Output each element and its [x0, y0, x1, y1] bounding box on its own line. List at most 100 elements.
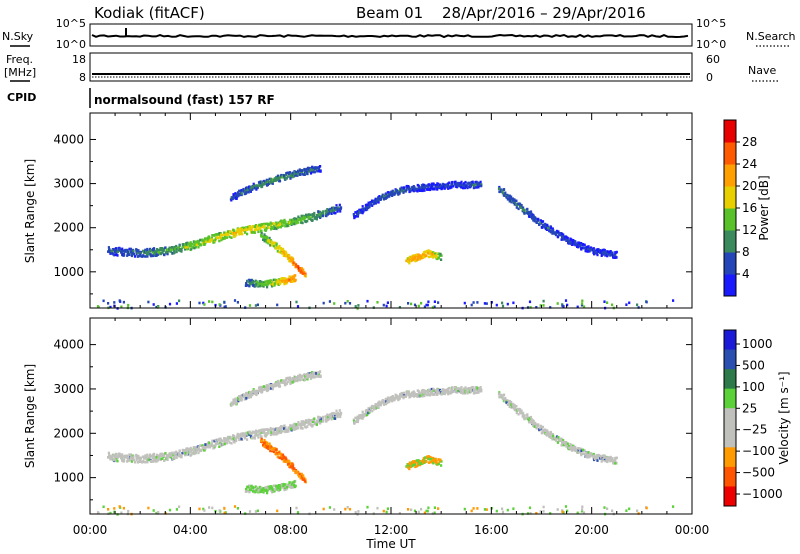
power-echo-cell [136, 251, 139, 254]
power-echo-cell [138, 250, 141, 254]
velocity-echo-cell [625, 509, 628, 512]
velocity-echo-cell [535, 512, 538, 515]
power-echo-cell [214, 238, 217, 242]
velocity-echo-cell [208, 443, 211, 447]
velocity-echo-cell [199, 444, 202, 447]
velocity-echo-cell [384, 402, 387, 405]
power-echo-cell [257, 285, 260, 288]
velocity-echo-cell [130, 456, 133, 459]
velocity-echo-cell [606, 460, 609, 464]
power-echo-cell [316, 166, 320, 169]
velocity-echo-cell [446, 387, 450, 391]
power-echo-cell [238, 189, 241, 193]
velocity-echo-cell [403, 394, 406, 397]
velocity-echo-cell [426, 509, 429, 513]
velocity-echo-cell [448, 386, 451, 390]
velocity-echo-cell [427, 461, 430, 464]
velocity-echo-cell [420, 507, 423, 511]
power-echo-cell [121, 247, 124, 251]
velocity-echo-cell [532, 420, 535, 423]
velocity-echo-cell [566, 509, 569, 513]
velocity-echo-cell [261, 428, 264, 432]
velocity-echo-cell [260, 489, 264, 493]
velocity-echo-cell [218, 437, 221, 441]
velocity-echo-cell [528, 417, 531, 420]
power-echo-cell [423, 189, 426, 192]
velocity-echo-cell [233, 505, 237, 508]
colorbar-tick-label: 28 [742, 135, 757, 149]
power-echo-cell [359, 211, 362, 214]
velocity-echo-cell [219, 439, 223, 442]
power-echo-cell [391, 194, 394, 197]
power-echo-cell [260, 234, 263, 237]
power-echo-cell [199, 238, 202, 242]
velocity-echo-cell [159, 452, 162, 456]
velocity-echo-cell [296, 379, 299, 383]
power-echo-cell [276, 282, 279, 286]
velocity-echo-cell [413, 394, 416, 397]
velocity-echo-cell [293, 483, 296, 487]
velocity-echo-cell [329, 413, 332, 416]
velocity-echo-cell [232, 437, 235, 441]
velocity-echo-cell [359, 414, 362, 417]
velocity-echo-cell [266, 491, 269, 495]
power-echo-cell [440, 254, 443, 257]
power-echo-cell [296, 174, 299, 177]
power-echo-cell [513, 203, 516, 206]
velocity-echo-cell [583, 452, 586, 455]
power-echo-cell [164, 246, 167, 250]
power-echo-cell [291, 258, 295, 262]
velocity-echo-cell [407, 508, 410, 511]
power-echo-cell [250, 282, 253, 286]
power-echo-cell [427, 184, 430, 188]
velocity-echo-cell [605, 456, 608, 459]
power-echo-cell [123, 250, 126, 253]
velocity-echo-cell [310, 375, 313, 379]
velocity-echo-cell [102, 505, 105, 509]
power-echo-cell [501, 189, 504, 192]
velocity-echo-cell [302, 474, 305, 477]
velocity-echo-cell [268, 486, 271, 489]
power-echo-cell [411, 258, 414, 261]
power-echo-cell [381, 194, 384, 198]
power-echo-cell [609, 250, 612, 253]
power-echo-cell [286, 280, 289, 283]
velocity-echo-cell [391, 397, 394, 400]
power-echo-cell [435, 185, 438, 189]
velocity-echo-cell [267, 431, 270, 435]
velocity-echo-cell [240, 398, 243, 402]
power-echo-cell [195, 243, 198, 247]
power-echo-cell [282, 250, 285, 254]
velocity-echo-cell [466, 390, 469, 394]
power-echo-cell [185, 242, 188, 245]
power-echo-cell [264, 182, 267, 186]
power-echo-cell [298, 267, 301, 270]
power-echo-cell [285, 173, 288, 177]
velocity-echo-cell [288, 377, 291, 381]
velocity-echo-cell [266, 489, 269, 492]
velocity-echo-cell [429, 392, 432, 395]
velocity-echo-cell [158, 454, 161, 457]
velocity-echo-cell [515, 405, 518, 408]
velocity-echo-cell [269, 427, 272, 430]
velocity-echo-cell [460, 386, 463, 389]
power-echo-cell [515, 206, 518, 209]
velocity-echo-cell [422, 461, 425, 464]
velocity-echo-cell [291, 481, 294, 484]
velocity-echo-cell [295, 425, 298, 428]
velocity-echo-cell [227, 438, 230, 442]
power-echo-cell [283, 218, 286, 222]
velocity-echo-cell [338, 413, 342, 416]
velocity-echo-cell [368, 409, 371, 413]
power-echo-cell [552, 229, 555, 232]
velocity-echo-cell [270, 489, 273, 492]
power-echo-cell [429, 186, 432, 190]
velocity-echo-cell [184, 449, 187, 452]
time-tick-label: 16:00 [474, 523, 509, 537]
velocity-echo-cell [181, 452, 184, 455]
power-echo-cell [278, 177, 281, 180]
velocity-echo-cell [307, 423, 310, 426]
velocity-echo-cell [424, 389, 427, 393]
velocity-echo-cell [175, 450, 178, 454]
velocity-echo-cell [577, 447, 580, 450]
